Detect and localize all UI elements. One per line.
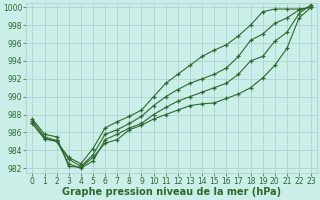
X-axis label: Graphe pression niveau de la mer (hPa): Graphe pression niveau de la mer (hPa)	[62, 187, 281, 197]
